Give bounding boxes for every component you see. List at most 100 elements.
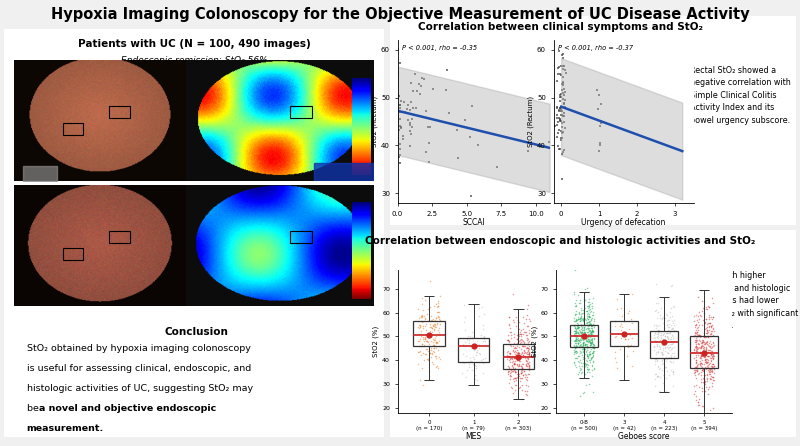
Point (699, 358, 712, 365)
Point (418, 314, 431, 321)
Point (510, 314, 522, 321)
Point (580, 361, 593, 368)
Point (428, 336, 441, 343)
Point (514, 370, 527, 377)
Point (568, 318, 581, 325)
Point (660, 363, 673, 370)
Point (510, 376, 522, 384)
Point (515, 362, 528, 369)
Point (581, 303, 594, 310)
Bar (62, 123, 83, 135)
Bar (610, 321, 638, 346)
Point (692, 401, 705, 409)
Point (706, 363, 718, 371)
Point (572, 323, 585, 330)
Point (514, 340, 526, 347)
Point (701, 341, 714, 348)
Point (655, 315, 668, 322)
Point (656, 330, 669, 337)
Point (506, 347, 519, 355)
Point (521, 341, 534, 348)
Point (704, 344, 717, 351)
Point (700, 315, 713, 322)
Point (574, 365, 587, 372)
Point (406, 124, 418, 131)
Point (578, 336, 590, 343)
Point (573, 316, 586, 323)
Point (430, 363, 442, 371)
Point (697, 365, 710, 372)
Point (691, 345, 704, 352)
Point (578, 316, 591, 323)
Point (573, 308, 586, 315)
Point (417, 306, 430, 313)
Point (578, 296, 591, 303)
Point (505, 355, 518, 362)
Point (665, 334, 678, 341)
Point (509, 369, 522, 376)
Point (570, 296, 582, 303)
Point (580, 337, 593, 344)
Point (464, 134, 477, 141)
Point (586, 334, 599, 341)
Point (406, 87, 419, 94)
Point (654, 343, 666, 351)
Point (578, 340, 591, 347)
Point (580, 338, 593, 345)
Point (662, 346, 675, 353)
Point (664, 326, 677, 333)
Point (462, 339, 475, 347)
Point (523, 317, 536, 324)
Point (502, 363, 515, 370)
Point (575, 329, 588, 336)
Point (430, 314, 442, 322)
Point (503, 351, 516, 358)
Point (515, 365, 528, 372)
Point (705, 328, 718, 335)
Point (696, 384, 709, 392)
Point (522, 341, 534, 348)
Point (650, 341, 663, 348)
Point (555, 134, 568, 141)
Point (419, 332, 432, 339)
Point (552, 127, 565, 134)
Point (689, 329, 702, 336)
Point (522, 355, 534, 362)
Point (662, 355, 674, 362)
Point (570, 342, 583, 349)
Point (522, 323, 535, 330)
Point (666, 333, 679, 340)
Point (627, 348, 640, 355)
Point (581, 308, 594, 315)
Point (520, 362, 533, 369)
Point (569, 336, 582, 343)
Point (504, 383, 517, 390)
Point (522, 360, 534, 368)
Point (698, 339, 710, 346)
Point (571, 335, 584, 343)
Point (554, 116, 566, 124)
Point (696, 351, 709, 359)
Point (574, 365, 587, 372)
Point (650, 333, 663, 340)
Point (557, 66, 570, 73)
Point (652, 334, 665, 341)
Point (576, 348, 589, 355)
Point (704, 356, 717, 363)
Point (507, 374, 520, 381)
Point (578, 285, 591, 293)
Point (409, 70, 422, 78)
Point (585, 320, 598, 327)
Point (508, 354, 521, 361)
Point (469, 352, 482, 359)
Point (689, 328, 702, 335)
Point (420, 338, 433, 345)
Point (558, 99, 570, 107)
Point (513, 343, 526, 351)
Point (698, 353, 711, 360)
Point (698, 366, 710, 373)
Point (581, 366, 594, 373)
Point (458, 301, 470, 309)
Point (650, 358, 663, 365)
Point (413, 331, 426, 338)
